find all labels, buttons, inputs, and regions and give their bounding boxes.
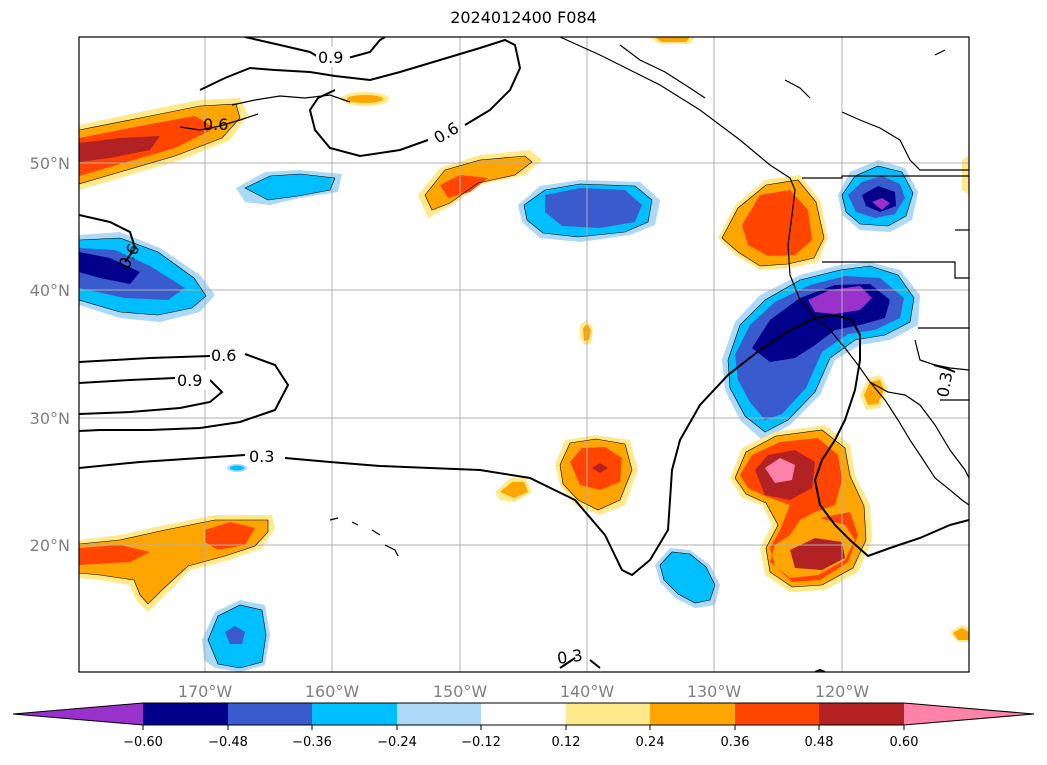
colorbar-segment [735, 703, 819, 725]
colorbar-tick-label: −0.12 [461, 735, 501, 750]
lon-tick-label: 130°W [687, 682, 742, 701]
graticule [79, 37, 969, 672]
colorbar-tick-label: 0.36 [721, 735, 750, 750]
lon-tick-label: 150°W [433, 682, 488, 701]
lon-tick-label: 120°W [815, 682, 870, 701]
colorbar-segment [397, 703, 481, 725]
shaded-anomalies [79, 37, 969, 672]
colorbar: −0.60 −0.48 −0.36 −0.24 −0.12 0.12 0.24 … [12, 702, 1035, 750]
colorbar-tick-label: 0.12 [552, 735, 581, 750]
lon-tick-label: 170°W [178, 682, 233, 701]
colorbar-extend-high [904, 703, 1034, 725]
contour-label: 0.6 [203, 115, 228, 134]
colorbar-segment [650, 703, 735, 725]
colorbar-tick-label: 0.24 [636, 735, 665, 750]
colorbar-extend-low [13, 703, 143, 725]
colorbar-segment [566, 703, 650, 725]
colorbar-tick-label: 0.60 [890, 735, 919, 750]
colorbar-segment [819, 703, 904, 725]
lat-tick-label: 30°N [30, 409, 70, 428]
contour-label: 0.3 [556, 646, 584, 668]
colorbar-segment [143, 703, 228, 725]
lat-tick-label: 20°N [30, 536, 70, 555]
colorbar-tick-label: 0.48 [805, 735, 834, 750]
lat-tick-label: 40°N [30, 281, 70, 300]
contour-lines [79, 37, 969, 672]
colorbar-tick-label: −0.48 [208, 735, 248, 750]
map-area: 0.9 0.6 0.6 0.6 0.6 0.9 0.3 0.3 0.3 [79, 37, 969, 672]
colorbar-segment [481, 703, 566, 725]
colorbar-segment [228, 703, 312, 725]
lat-tick-label: 50°N [30, 154, 70, 173]
contour-label: 0.3 [249, 447, 274, 466]
latitude-labels: 50°N 40°N 30°N 20°N [30, 154, 70, 555]
lon-tick-label: 160°W [305, 682, 360, 701]
colorbar-segment [312, 703, 397, 725]
contour-label: 0.6 [211, 346, 236, 365]
map-title: 2024012400 F084 [450, 8, 597, 27]
contour-label: 0.9 [177, 371, 202, 390]
colorbar-ticks [142, 725, 905, 730]
lon-tick-label: 140°W [560, 682, 615, 701]
longitude-labels: 170°W 160°W 150°W 140°W 130°W 120°W [178, 682, 870, 701]
map-frame [78, 36, 970, 673]
contour-label: 0.3 [933, 370, 956, 398]
colorbar-tick-label: −0.36 [292, 735, 332, 750]
colorbar-tick-label: −0.60 [123, 735, 163, 750]
contour-label: 0.9 [318, 48, 343, 67]
shading-outlines [79, 103, 915, 669]
coastlines [179, 37, 969, 557]
colorbar-tick-label: −0.24 [377, 735, 417, 750]
